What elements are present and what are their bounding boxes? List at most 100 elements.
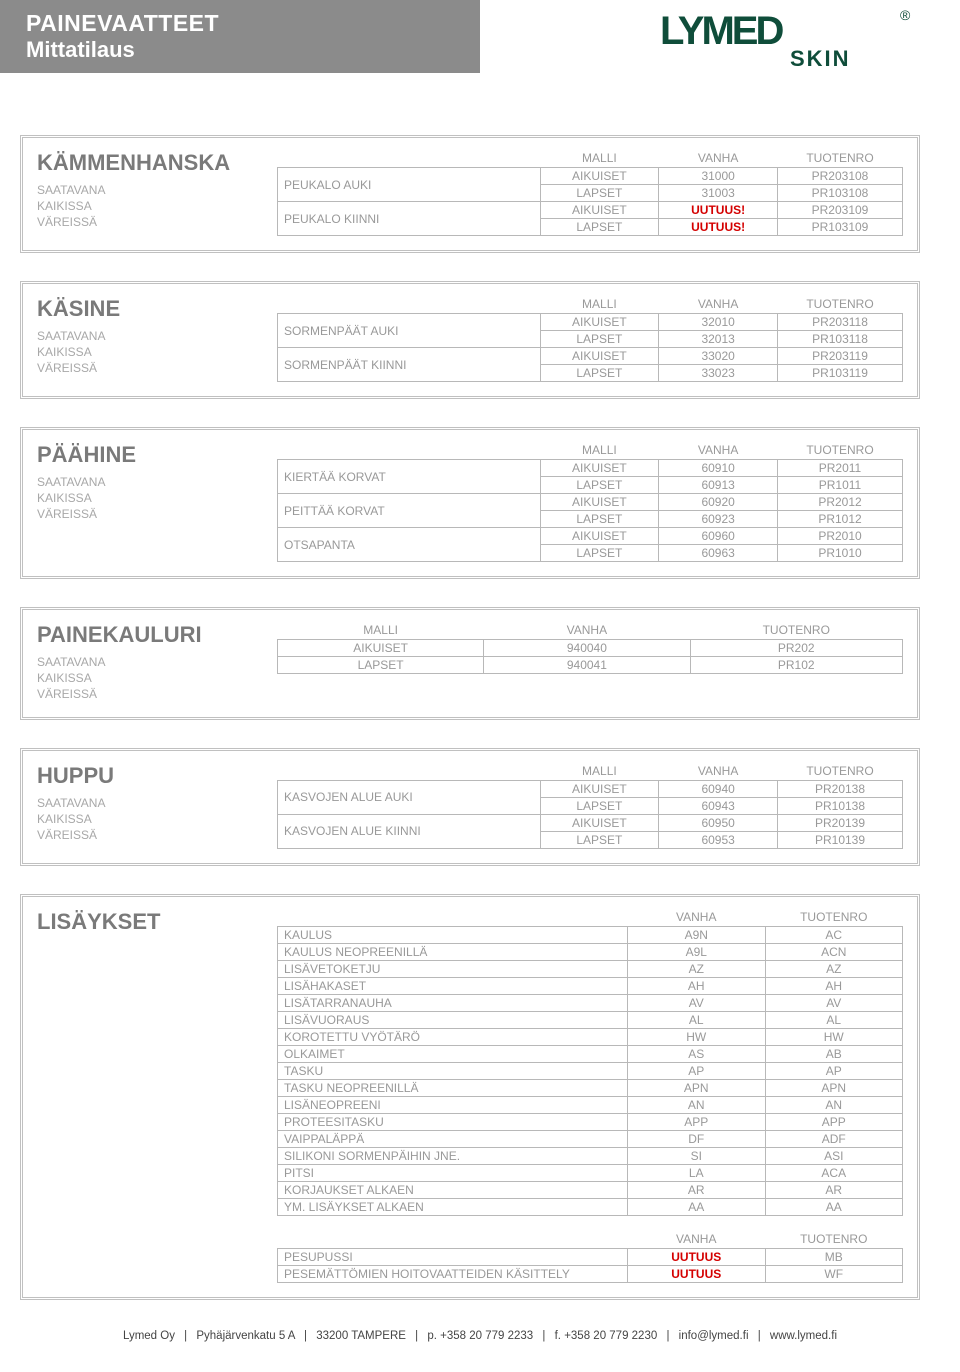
cell-tuotenro: WF [765, 1266, 903, 1283]
lymed-logo-icon: LYMED ® SKIN [660, 8, 920, 72]
col-tuotenro: TUOTENRO [765, 909, 903, 927]
group-label: SORMENPÄÄT KIINNI [278, 348, 541, 382]
section-right: MALLIVANHATUOTENROSORMENPÄÄT AUKIAIKUISE… [277, 296, 903, 382]
cell-tuotenro: PR203108 [778, 168, 903, 185]
table-row: OLKAIMETASAB [278, 1045, 903, 1062]
cell-tuotenro: PR203109 [778, 202, 903, 219]
title-line1: PAINEVAATTEET [26, 10, 454, 37]
table-row: SILIKONI SORMENPÄIHIN JNE.SIASI [278, 1147, 903, 1164]
table-row: LISÄVUORAUSALAL [278, 1011, 903, 1028]
availability-text: SAATAVANAKAIKISSAVÄREISSÄ [37, 474, 257, 523]
footer-web: www.lymed.fi [770, 1330, 837, 1342]
section-right: MALLIVANHATUOTENROPEUKALO AUKIAIKUISET31… [277, 150, 903, 236]
table-row: KASVOJEN ALUE KIINNIAIKUISET60950PR20139 [278, 814, 903, 831]
footer-addr: Pyhäjärvenkatu 5 A [196, 1330, 294, 1342]
cell-vanha: AS [628, 1045, 766, 1062]
cell-vanha: 60923 [659, 511, 778, 528]
availability-text: SAATAVANAKAIKISSAVÄREISSÄ [37, 654, 257, 703]
footer-company: Lymed Oy [123, 1330, 175, 1342]
cell-tuotenro: AL [765, 1011, 903, 1028]
group-label: SORMENPÄÄT AUKI [278, 314, 541, 348]
section-left: PAINEKAULURISAATAVANAKAIKISSAVÄREISSÄ [37, 622, 257, 703]
cell-desc: KOROTETTU VYÖTÄRÖ [278, 1028, 628, 1045]
cell-malli: LAPSET [540, 545, 659, 562]
table-row: AIKUISET940040PR202 [278, 640, 903, 657]
section-right: MALLIVANHATUOTENROKIERTÄÄ KORVATAIKUISET… [277, 442, 903, 562]
cell-tuotenro: PR102 [690, 657, 903, 674]
col-malli: MALLI [278, 622, 484, 640]
section-product: KÄMMENHANSKASAATAVANAKAIKISSAVÄREISSÄMAL… [20, 135, 920, 253]
product-table: MALLIVANHATUOTENROSORMENPÄÄT AUKIAIKUISE… [277, 296, 903, 382]
section-left: KÄMMENHANSKASAATAVANAKAIKISSAVÄREISSÄ [37, 150, 257, 231]
section-product: PÄÄHINESAATAVANAKAIKISSAVÄREISSÄMALLIVAN… [20, 427, 920, 579]
cell-vanha: AA [628, 1198, 766, 1215]
group-label: PEUKALO KIINNI [278, 202, 541, 236]
cell-vanha: 31000 [659, 168, 778, 185]
table-row: PROTEESITASKUAPPAPP [278, 1113, 903, 1130]
cell-tuotenro: ASI [765, 1147, 903, 1164]
cell-tuotenro: PR103119 [778, 365, 903, 382]
cell-tuotenro: PR1011 [778, 477, 903, 494]
table-row: PESEMÄTTÖMIEN HOITOVAATTEIDEN KÄSITTELYU… [278, 1266, 903, 1283]
col-tuotenro: TUOTENRO [690, 622, 903, 640]
footer-email: info@lymed.fi [679, 1330, 749, 1342]
cell-vanha: AN [628, 1096, 766, 1113]
cell-vanha: HW [628, 1028, 766, 1045]
table-row: PITSILAACA [278, 1164, 903, 1181]
col-tuotenro: TUOTENRO [778, 442, 903, 460]
cell-desc: KORJAUKSET ALKAEN [278, 1181, 628, 1198]
cell-malli: AIKUISET [540, 814, 659, 831]
table-row: PEITTÄÄ KORVATAIKUISET60920PR2012 [278, 494, 903, 511]
table-row: LISÄNEOPREENIANAN [278, 1096, 903, 1113]
cell-tuotenro: AV [765, 994, 903, 1011]
cell-desc: OLKAIMET [278, 1045, 628, 1062]
col-malli: MALLI [540, 442, 659, 460]
table-row: KAULUS NEOPREENILLÄA9LACN [278, 943, 903, 960]
cell-tuotenro: PR103118 [778, 331, 903, 348]
footer-fax: f. +358 20 779 2230 [555, 1330, 658, 1342]
footer-phone: p. +358 20 779 2233 [427, 1330, 533, 1342]
cell-malli: AIKUISET [540, 202, 659, 219]
cell-malli: AIKUISET [540, 168, 659, 185]
cell-vanha: 33020 [659, 348, 778, 365]
cell-tuotenro: PR203118 [778, 314, 903, 331]
table-row: LISÄVETOKETJUAZAZ [278, 960, 903, 977]
cell-desc: LISÄVETOKETJU [278, 960, 628, 977]
section-title: LISÄYKSET [37, 909, 257, 935]
section-right: VANHATUOTENRO KAULUSA9NACKAULUS NEOPREEN… [277, 909, 903, 1284]
col-vanha: VANHA [628, 909, 766, 927]
cell-vanha: 60960 [659, 528, 778, 545]
cell-vanha: UUTUUS [628, 1266, 766, 1283]
cell-malli: AIKUISET [540, 780, 659, 797]
section-product: PAINEKAULURISAATAVANAKAIKISSAVÄREISSÄ MAL… [20, 607, 920, 720]
cell-tuotenro: PR2011 [778, 460, 903, 477]
cell-malli: LAPSET [540, 477, 659, 494]
cell-vanha: 60940 [659, 780, 778, 797]
cell-tuotenro: AH [765, 977, 903, 994]
cell-tuotenro: MB [765, 1249, 903, 1266]
cell-malli: LAPSET [540, 331, 659, 348]
section-title: HUPPU [37, 763, 257, 789]
section-product: HUPPUSAATAVANAKAIKISSAVÄREISSÄMALLIVANHA… [20, 748, 920, 866]
cell-vanha: A9L [628, 943, 766, 960]
section-left: HUPPUSAATAVANAKAIKISSAVÄREISSÄ [37, 763, 257, 844]
svg-text:®: ® [900, 8, 911, 23]
col-vanha: VANHA [484, 622, 690, 640]
table-row: KASVOJEN ALUE AUKIAIKUISET60940PR20138 [278, 780, 903, 797]
cell-desc: PROTEESITASKU [278, 1113, 628, 1130]
cell-tuotenro: PR10138 [778, 797, 903, 814]
cell-tuotenro: AN [765, 1096, 903, 1113]
cell-malli: LAPSET [540, 831, 659, 848]
cell-desc: YM. LISÄYKSET ALKAEN [278, 1198, 628, 1215]
section-left: PÄÄHINESAATAVANAKAIKISSAVÄREISSÄ [37, 442, 257, 523]
cell-vanha: LA [628, 1164, 766, 1181]
cell-vanha: UUTUUS! [659, 219, 778, 236]
cell-vanha: 32013 [659, 331, 778, 348]
product-table: MALLIVANHATUOTENROPEUKALO AUKIAIKUISET31… [277, 150, 903, 236]
lisaykset-table: VANHATUOTENRO KAULUSA9NACKAULUS NEOPREEN… [277, 909, 903, 1284]
brand-logo: LYMED ® SKIN [660, 0, 960, 75]
svg-text:SKIN: SKIN [790, 46, 851, 71]
title-box: PAINEVAATTEET Mittatilaus [0, 0, 480, 73]
cell-desc: LISÄTARRANAUHA [278, 994, 628, 1011]
table-row: OTSAPANTAAIKUISET60960PR2010 [278, 528, 903, 545]
